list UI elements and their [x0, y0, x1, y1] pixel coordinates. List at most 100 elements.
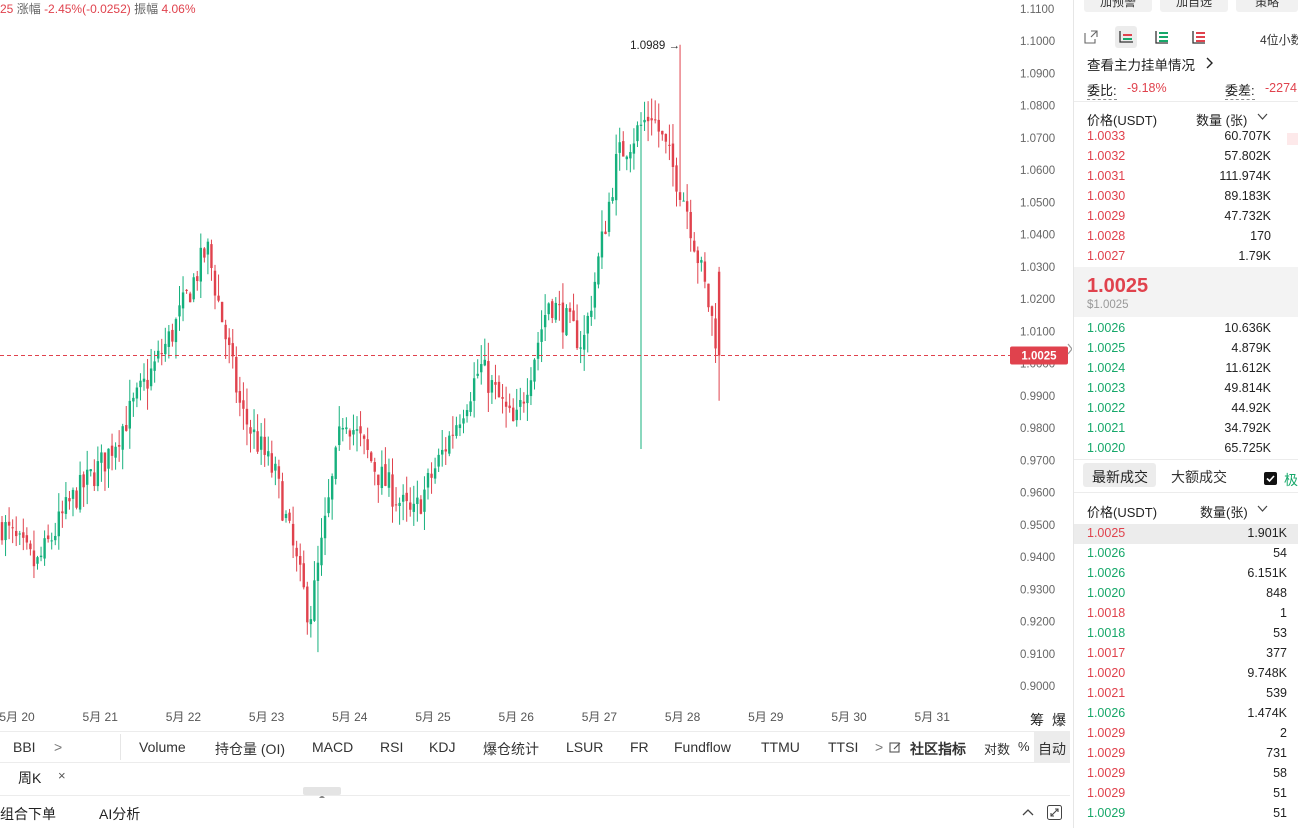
candle-body [717, 271, 721, 356]
scroll-right-icon[interactable]: > [875, 739, 884, 755]
combo-order-tab[interactable]: 组合下单 [0, 806, 56, 822]
auto-scale-toggle[interactable]: 自动 [1034, 732, 1070, 762]
bid-row[interactable]: 1.0022 44.92K [1074, 399, 1298, 419]
candle-body [700, 260, 703, 263]
chevron-down-icon[interactable] [1257, 505, 1268, 513]
candle [625, 155, 628, 171]
price-tick-label: 0.9200 [1020, 617, 1055, 629]
indicator-fundflow[interactable]: Fundflow [674, 739, 731, 755]
indicator-ttmu[interactable]: TTMU [761, 739, 800, 755]
divider [1074, 492, 1298, 493]
view-bids-icon[interactable] [1154, 29, 1170, 45]
orderbook-qty-header[interactable]: 数量 (张) [1196, 113, 1248, 128]
indicator-fr[interactable]: FR [630, 739, 649, 755]
trade-price: 1.0018 [1087, 606, 1126, 620]
indicator-bbi[interactable]: BBI [13, 739, 36, 755]
checkbox[interactable] [1264, 472, 1277, 485]
price-cell: 1.0029 [1087, 209, 1126, 223]
trade-price: 1.0026 [1087, 706, 1126, 720]
bid-row[interactable]: 1.0026 10.636K [1074, 319, 1298, 339]
main-orders-link[interactable]: 查看主力挂单情况 [1087, 58, 1195, 73]
percent-scale-toggle[interactable]: % [1018, 739, 1030, 754]
indicator-liquidation-stats[interactable]: 爆仓统计 [483, 741, 539, 757]
candle-body [192, 277, 195, 300]
candle-body [288, 512, 291, 521]
candle [54, 522, 57, 546]
indicator-ttsi[interactable]: TTSI [828, 739, 859, 755]
candle-body [370, 452, 373, 462]
ask-row[interactable]: 1.0032 57.802K [1074, 147, 1298, 167]
candle [132, 392, 135, 417]
strategy-button[interactable]: 策略 [1236, 0, 1298, 12]
chip-distribution-toggle[interactable]: 筹 [1030, 710, 1044, 730]
candle-body [345, 427, 348, 430]
ai-analysis-tab[interactable]: AI分析 [99, 806, 141, 822]
indicator-macd[interactable]: MACD [312, 739, 354, 755]
candle-body [366, 439, 369, 450]
liquidation-toggle[interactable]: 爆 [1052, 710, 1066, 730]
candle [661, 130, 664, 141]
ask-row[interactable]: 1.0029 47.732K [1074, 207, 1298, 227]
candle-body [575, 320, 579, 349]
candlestick-chart[interactable]: 1.1100 1.1000 1.0900 1.0800 1.0700 1.0600 1.05… [0, 0, 1072, 730]
chevron-up-icon[interactable] [1022, 807, 1034, 817]
ask-row[interactable]: 1.0033 60.707K [1074, 127, 1298, 147]
amplitude-value: 4.06% [161, 2, 196, 16]
indicator-rsi[interactable]: RSI [380, 739, 404, 755]
ask-row[interactable]: 1.0027 1.79K [1074, 247, 1298, 267]
candle [11, 519, 14, 544]
qty-cell: 57.802K [1224, 149, 1271, 163]
candle-body [568, 308, 572, 312]
bid-row[interactable]: 1.0023 49.814K [1074, 379, 1298, 399]
candle [515, 388, 518, 427]
bid-row[interactable]: 1.0020 65.725K [1074, 439, 1298, 459]
candle [370, 451, 373, 463]
chevron-down-icon[interactable] [1257, 113, 1268, 121]
candle [547, 302, 550, 321]
chevron-right-icon[interactable]: > [54, 739, 63, 755]
candle [274, 456, 277, 486]
bid-row[interactable]: 1.0025 4.879K [1074, 339, 1298, 359]
candle [533, 358, 536, 390]
community-indicators[interactable]: 社区指标 [910, 741, 966, 757]
trades-qty-header[interactable]: 数量(张) [1200, 505, 1248, 520]
indicator-open-interest[interactable]: 持仓量 (OI) [215, 741, 285, 757]
candle [401, 484, 405, 521]
ask-row[interactable]: 1.0030 89.183K [1074, 187, 1298, 207]
committee-ratio-value: -9.18% [1127, 81, 1167, 95]
candle-body [93, 472, 96, 487]
trade-price: 1.0029 [1087, 746, 1126, 760]
bid-row[interactable]: 1.0024 11.612K [1074, 359, 1298, 379]
candle-body [139, 380, 142, 388]
large-trades-tab[interactable]: 大额成交 [1171, 469, 1227, 485]
close-icon[interactable]: × [58, 768, 66, 783]
log-scale-toggle[interactable]: 对数 [984, 742, 1011, 757]
candle-body [128, 400, 131, 429]
candle [685, 184, 689, 230]
edit-icon[interactable] [889, 741, 902, 754]
chevron-right-icon[interactable] [1205, 57, 1214, 69]
view-both-icon[interactable] [1115, 26, 1137, 48]
view-asks-icon[interactable] [1191, 29, 1207, 45]
last-price-tag-bg [1010, 346, 1068, 365]
trade-price: 1.0029 [1087, 766, 1126, 780]
expand-icon[interactable] [1047, 805, 1062, 820]
ask-row[interactable]: 1.0028 170 [1074, 227, 1298, 247]
candle-body [330, 476, 334, 500]
indicator-lsur[interactable]: LSUR [566, 739, 604, 755]
candle-body [210, 244, 213, 269]
popout-icon[interactable] [1084, 30, 1098, 44]
bid-row[interactable]: 1.0021 34.792K [1074, 419, 1298, 439]
add-watchlist-button[interactable]: 加自选 [1160, 0, 1228, 12]
candle-body [313, 580, 316, 621]
price-cell: 1.0033 [1087, 129, 1126, 143]
panel-resize-handle[interactable] [303, 787, 341, 798]
period-tag[interactable]: 周K [18, 770, 42, 786]
add-alert-button[interactable]: 加预警 [1084, 0, 1152, 12]
candle [277, 459, 281, 499]
ask-row[interactable]: 1.0031 111.974K [1074, 167, 1298, 187]
latest-trades-tab[interactable]: 最新成交 [1083, 463, 1156, 487]
indicator-volume[interactable]: Volume [139, 739, 186, 755]
precision-select[interactable]: 4位小数 [1260, 33, 1298, 47]
indicator-kdj[interactable]: KDJ [429, 739, 456, 755]
